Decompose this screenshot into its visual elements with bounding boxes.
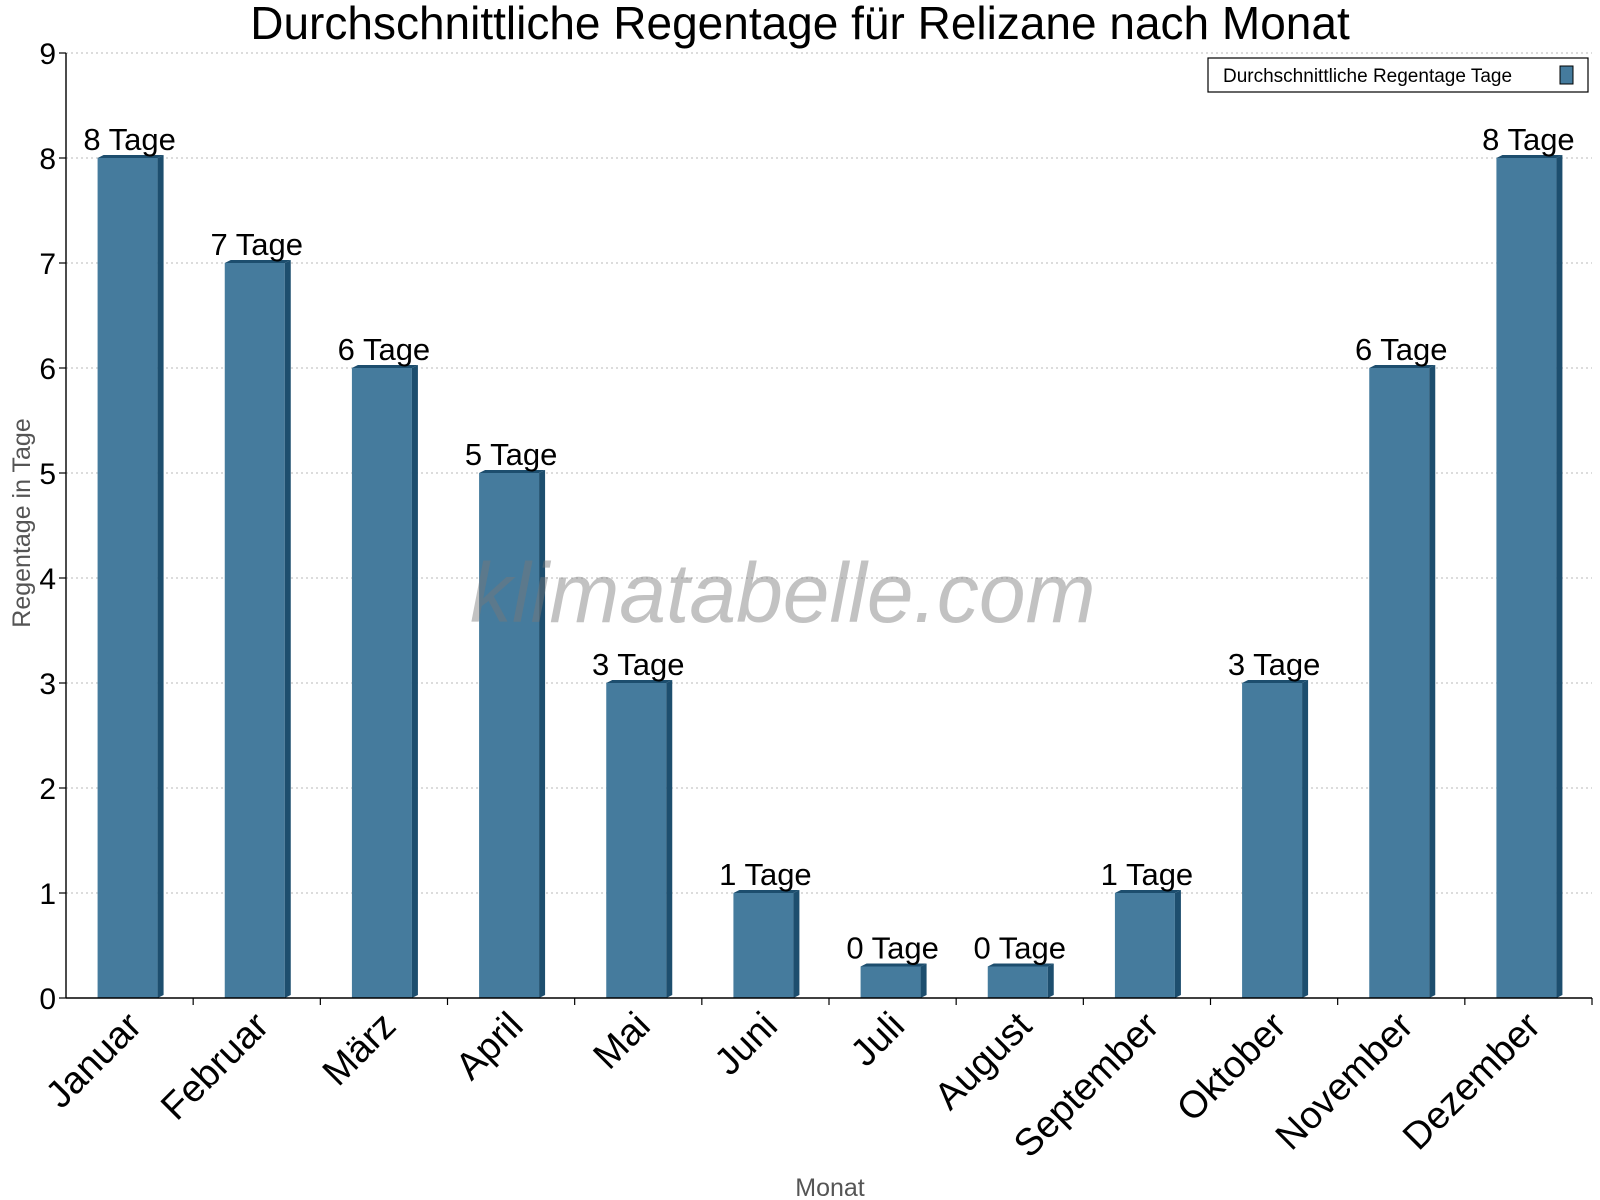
bar-front — [97, 158, 158, 998]
bar-side — [284, 260, 291, 998]
bar-front — [1242, 683, 1303, 998]
data-label: 7 Tage — [210, 227, 303, 262]
x-tick-label: Juli — [843, 1005, 913, 1075]
bar — [1369, 365, 1436, 998]
bar-side — [1174, 890, 1181, 998]
x-tick-label: Mai — [586, 1005, 659, 1078]
bar-side — [157, 155, 164, 998]
bar-top — [860, 963, 927, 967]
data-label: 1 Tage — [719, 857, 812, 892]
bar-side — [411, 365, 418, 998]
data-label: 0 Tage — [846, 931, 939, 966]
y-tick-label: 8 — [39, 143, 56, 176]
bar-top — [1369, 365, 1436, 368]
bar — [479, 470, 546, 998]
chart-title: Durchschnittliche Regentage für Relizane… — [250, 0, 1350, 49]
bar-front — [479, 473, 540, 998]
data-label: 8 Tage — [1482, 122, 1575, 157]
bar-top — [987, 963, 1054, 967]
bar-top — [1114, 890, 1181, 893]
bar — [987, 963, 1054, 998]
bar-top — [1496, 155, 1563, 158]
x-tick-label: Juni — [707, 1005, 786, 1084]
x-tick-label: Dezember — [1395, 1004, 1549, 1158]
bar-front — [1496, 158, 1557, 998]
bar-side — [666, 680, 673, 998]
bar-side — [793, 890, 800, 998]
legend-swatch — [1559, 65, 1574, 85]
y-axis-title: Regentage in Tage — [8, 418, 36, 627]
x-tick-label: November — [1268, 1004, 1422, 1158]
y-tick-label: 4 — [39, 563, 56, 596]
bar — [97, 155, 164, 998]
bar-series — [97, 155, 1563, 998]
y-tick-label: 1 — [39, 878, 56, 911]
bar-front — [987, 966, 1048, 998]
bar — [733, 890, 800, 998]
bar-side — [539, 470, 546, 998]
legend-label: Durchschnittliche Regentage Tage — [1223, 66, 1512, 87]
y-tick-label: 0 — [39, 983, 56, 1016]
bar — [1242, 680, 1309, 998]
bar — [351, 365, 418, 998]
legend: Durchschnittliche Regentage Tage — [1207, 57, 1589, 93]
y-tick-label: 9 — [39, 38, 56, 71]
y-tick-label: 3 — [39, 668, 56, 701]
x-tick-label: März — [315, 1005, 404, 1094]
bar-front — [224, 263, 285, 998]
bar-front — [860, 966, 921, 998]
data-label: 3 Tage — [592, 647, 685, 682]
data-label: 6 Tage — [338, 332, 431, 367]
x-tick-label: August — [927, 1004, 1041, 1118]
x-tick-label: Februar — [153, 1004, 277, 1128]
bar-front — [351, 368, 412, 998]
y-tick-label: 7 — [39, 248, 56, 281]
bar-top — [351, 365, 418, 368]
bar-side — [1047, 963, 1054, 998]
data-label: 6 Tage — [1355, 332, 1448, 367]
watermark: klimatabelle.com — [470, 546, 1096, 640]
bar-front — [1369, 368, 1430, 998]
bar — [606, 680, 673, 998]
bar-top — [606, 680, 673, 683]
x-tick-label: Januar — [38, 1004, 150, 1116]
bar-front — [1114, 893, 1175, 998]
legend-box — [1207, 57, 1589, 93]
bar-side — [1302, 680, 1309, 998]
bar-front — [733, 893, 794, 998]
bar-top — [479, 470, 546, 473]
bar-side — [1556, 155, 1563, 998]
data-label: 5 Tage — [465, 437, 558, 472]
bar-top — [97, 155, 164, 158]
data-label: 1 Tage — [1101, 857, 1194, 892]
x-axis-title: Monat — [795, 1174, 865, 1200]
x-tick-label: April — [448, 1005, 531, 1088]
data-labels: 8 Tage 7 Tage 6 Tage 5 Tage 3 Tage 1 Tage 0 Ta… — [83, 122, 1574, 966]
bar — [1496, 155, 1563, 998]
bar-top — [224, 260, 291, 263]
bar — [860, 963, 927, 998]
bar-front — [606, 683, 667, 998]
bar-side — [920, 963, 927, 998]
grid-lines — [66, 52, 1592, 894]
data-label: 3 Tage — [1228, 647, 1321, 682]
data-label: 0 Tage — [973, 931, 1066, 966]
bar-top — [733, 890, 800, 893]
bar — [224, 260, 291, 998]
y-tick-label: 5 — [39, 458, 56, 491]
bar-side — [1429, 365, 1436, 998]
data-label: 8 Tage — [83, 122, 176, 157]
bar-top — [1242, 680, 1309, 683]
y-tick-label: 2 — [39, 773, 56, 806]
bar — [1114, 890, 1181, 998]
y-tick-label: 6 — [39, 353, 56, 386]
x-tick-label: Oktober — [1169, 1004, 1295, 1130]
